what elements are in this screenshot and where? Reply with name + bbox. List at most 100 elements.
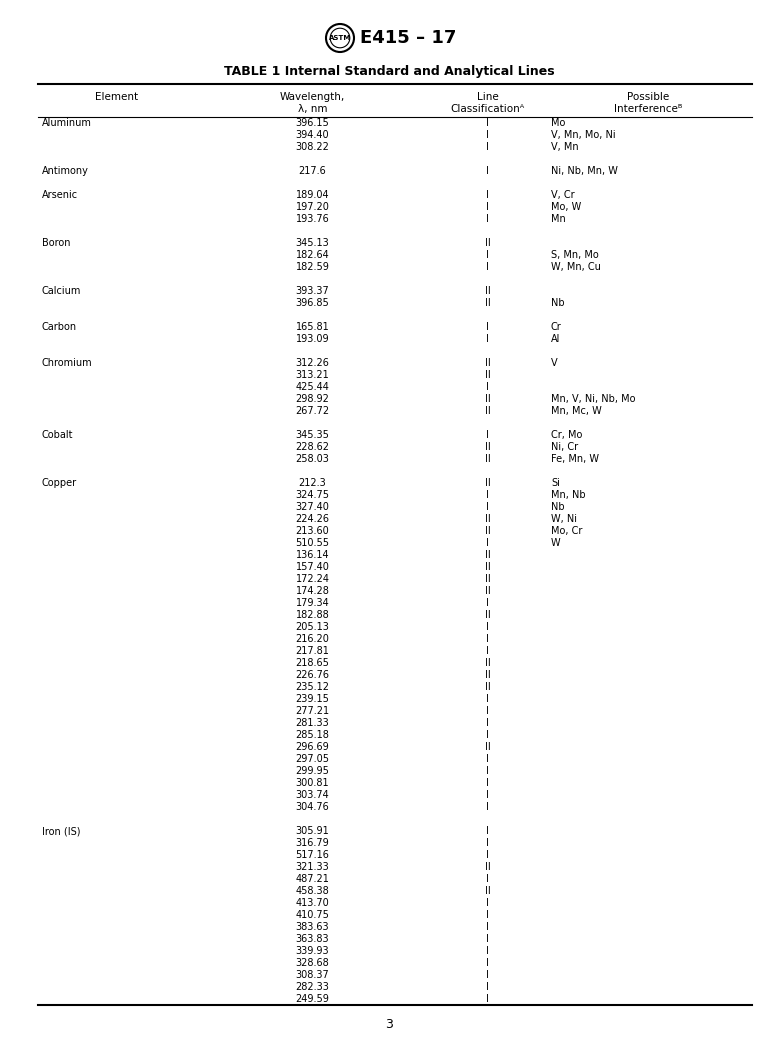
Text: II: II xyxy=(485,442,490,452)
Text: I: I xyxy=(486,718,489,728)
Text: 189.04: 189.04 xyxy=(296,191,329,200)
Text: 383.63: 383.63 xyxy=(296,922,329,932)
Text: 267.72: 267.72 xyxy=(296,406,330,416)
Text: Mn: Mn xyxy=(551,214,566,224)
Text: 297.05: 297.05 xyxy=(296,754,330,764)
Text: Line: Line xyxy=(477,92,499,102)
Text: II: II xyxy=(485,393,490,404)
Text: I: I xyxy=(486,766,489,776)
Text: I: I xyxy=(486,754,489,764)
Text: I: I xyxy=(486,262,489,272)
Text: Ni, Cr: Ni, Cr xyxy=(551,442,578,452)
Text: Carbon: Carbon xyxy=(42,322,77,332)
Text: I: I xyxy=(486,430,489,440)
Text: Mn, V, Ni, Nb, Mo: Mn, V, Ni, Nb, Mo xyxy=(551,393,636,404)
Text: II: II xyxy=(485,298,490,308)
Text: E415 – 17: E415 – 17 xyxy=(359,29,456,47)
Text: 296.69: 296.69 xyxy=(296,742,329,752)
Text: I: I xyxy=(486,322,489,332)
Text: II: II xyxy=(485,886,490,896)
Text: I: I xyxy=(486,130,489,139)
Text: I: I xyxy=(486,191,489,200)
Text: II: II xyxy=(485,862,490,872)
Text: I: I xyxy=(486,994,489,1004)
Text: Cr: Cr xyxy=(551,322,562,332)
Text: I: I xyxy=(486,502,489,512)
Text: I: I xyxy=(486,646,489,656)
Text: 394.40: 394.40 xyxy=(296,130,329,139)
Text: Calcium: Calcium xyxy=(42,286,82,296)
Text: 182.64: 182.64 xyxy=(296,250,329,260)
Text: II: II xyxy=(485,658,490,668)
Text: I: I xyxy=(486,214,489,224)
Text: 193.76: 193.76 xyxy=(296,214,329,224)
Text: I: I xyxy=(486,118,489,128)
Text: II: II xyxy=(485,406,490,416)
Text: I: I xyxy=(486,970,489,980)
Text: S, Mn, Mo: S, Mn, Mo xyxy=(551,250,599,260)
Text: Antimony: Antimony xyxy=(42,166,89,176)
Text: I: I xyxy=(486,982,489,992)
Text: 396.85: 396.85 xyxy=(296,298,329,308)
Text: Boron: Boron xyxy=(42,238,71,248)
Text: Mo: Mo xyxy=(551,118,566,128)
Text: 157.40: 157.40 xyxy=(296,562,329,572)
Text: λ, nm: λ, nm xyxy=(298,104,328,115)
Text: Arsenic: Arsenic xyxy=(42,191,78,200)
Text: Si: Si xyxy=(551,478,560,488)
Text: 197.20: 197.20 xyxy=(296,202,329,212)
Text: II: II xyxy=(485,562,490,572)
Text: 308.22: 308.22 xyxy=(296,142,329,152)
Text: TABLE 1 Internal Standard and Analytical Lines: TABLE 1 Internal Standard and Analytical… xyxy=(224,66,554,78)
Text: 304.76: 304.76 xyxy=(296,802,329,812)
Text: II: II xyxy=(485,574,490,584)
Text: 410.75: 410.75 xyxy=(296,910,329,920)
Text: Al: Al xyxy=(551,334,560,344)
Text: 396.15: 396.15 xyxy=(296,118,329,128)
Text: II: II xyxy=(485,370,490,380)
Text: 216.20: 216.20 xyxy=(296,634,329,644)
Text: Mo, Cr: Mo, Cr xyxy=(551,526,583,536)
Text: I: I xyxy=(486,910,489,920)
Text: 327.40: 327.40 xyxy=(296,502,329,512)
Text: 172.24: 172.24 xyxy=(296,574,330,584)
Text: 458.38: 458.38 xyxy=(296,886,329,896)
Text: Mn, Nb: Mn, Nb xyxy=(551,490,586,500)
Text: II: II xyxy=(485,742,490,752)
Text: 324.75: 324.75 xyxy=(296,490,330,500)
Text: I: I xyxy=(486,946,489,956)
Text: 393.37: 393.37 xyxy=(296,286,329,296)
Text: II: II xyxy=(485,454,490,464)
Text: I: I xyxy=(486,922,489,932)
Text: 281.33: 281.33 xyxy=(296,718,329,728)
Text: W, Mn, Cu: W, Mn, Cu xyxy=(551,262,601,272)
Text: 179.34: 179.34 xyxy=(296,598,329,608)
Text: 363.83: 363.83 xyxy=(296,934,329,944)
Text: I: I xyxy=(486,826,489,836)
Text: II: II xyxy=(485,610,490,620)
Text: 218.65: 218.65 xyxy=(296,658,329,668)
Text: 182.59: 182.59 xyxy=(296,262,329,272)
Text: II: II xyxy=(485,478,490,488)
Text: 413.70: 413.70 xyxy=(296,898,329,908)
Text: 239.15: 239.15 xyxy=(296,694,329,704)
Text: 235.12: 235.12 xyxy=(296,682,330,692)
Text: 136.14: 136.14 xyxy=(296,550,329,560)
Text: Chromium: Chromium xyxy=(42,358,93,369)
Text: 316.79: 316.79 xyxy=(296,838,329,848)
Text: I: I xyxy=(486,334,489,344)
Text: 212.3: 212.3 xyxy=(299,478,327,488)
Text: I: I xyxy=(486,166,489,176)
Text: V, Mn, Mo, Ni: V, Mn, Mo, Ni xyxy=(551,130,615,139)
Text: 487.21: 487.21 xyxy=(296,874,329,884)
Text: 193.09: 193.09 xyxy=(296,334,329,344)
Text: I: I xyxy=(486,538,489,548)
Text: 298.92: 298.92 xyxy=(296,393,329,404)
Text: 299.95: 299.95 xyxy=(296,766,329,776)
Text: I: I xyxy=(486,802,489,812)
Text: Possible: Possible xyxy=(627,92,670,102)
Text: Cr, Mo: Cr, Mo xyxy=(551,430,583,440)
Text: 258.03: 258.03 xyxy=(296,454,329,464)
Text: II: II xyxy=(485,526,490,536)
Text: Nb: Nb xyxy=(551,298,565,308)
